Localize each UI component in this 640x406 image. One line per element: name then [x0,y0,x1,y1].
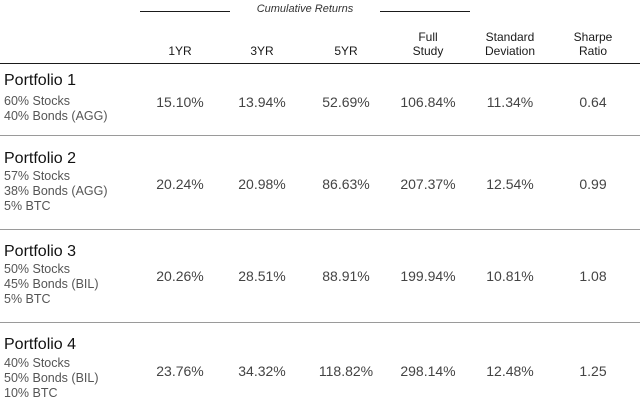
row-detail: 60% Stocks [4,94,71,108]
table-row-portfolio-3: Portfolio 3 50% Stocks 45% Bonds (BIL) 5… [0,230,640,321]
cell-standard-deviation: 12.54% [486,176,534,192]
cell-5yr: 118.82% [318,363,374,379]
cell-3yr: 20.98% [238,176,286,192]
header-rule [0,63,640,64]
cell-5yr: 52.69% [322,94,370,110]
cell-1yr: 20.24% [156,176,204,192]
cell-standard-deviation: 12.48% [486,363,534,379]
row-detail: 10% BTC [4,386,58,400]
table-row-portfolio-1: Portfolio 1 60% Stocks 40% Bonds (AGG) 1… [0,64,640,134]
cell-standard-deviation: 10.81% [486,268,534,284]
cell-sharpe-ratio: 0.99 [579,176,607,192]
row-name: Portfolio 1 [4,72,77,89]
column-header-1yr: 1YR [168,44,192,58]
column-header-sharpe-ratio: Sharpe Ratio [573,30,613,58]
row-divider [0,135,640,136]
column-header-3yr: 3YR [250,44,274,58]
column-header-full-study: Full Study [412,30,444,58]
row-detail: 57% Stocks [4,169,71,183]
row-divider [0,322,640,323]
row-name: Portfolio 4 [4,336,77,353]
cell-full-study: 106.84% [400,94,456,110]
cell-1yr: 20.26% [156,268,204,284]
cell-1yr: 15.10% [156,94,204,110]
cell-3yr: 34.32% [238,363,286,379]
row-detail: 40% Bonds (AGG) [4,109,108,123]
cell-3yr: 13.94% [238,94,286,110]
cell-full-study: 207.37% [400,176,456,192]
cell-full-study: 199.94% [400,268,456,284]
row-name: Portfolio 2 [4,150,77,167]
row-divider [0,229,640,230]
group-header-rule-right [380,11,470,12]
table-row-portfolio-4: Portfolio 4 40% Stocks 50% Bonds (BIL) 1… [0,323,640,406]
row-detail: 50% Bonds (BIL) [4,371,99,385]
table-row-portfolio-2: Portfolio 2 57% Stocks 38% Bonds (AGG) 5… [0,136,640,228]
cell-standard-deviation: 11.34% [486,94,534,110]
cell-5yr: 86.63% [322,176,370,192]
row-detail: 40% Stocks [4,356,71,370]
cell-full-study: 298.14% [400,363,456,379]
cell-1yr: 23.76% [156,363,204,379]
group-header-label: Cumulative Returns [256,3,354,15]
row-detail: 38% Bonds (AGG) [4,184,108,198]
cumulative-returns-group-header: Cumulative Returns [140,0,470,22]
cell-5yr: 88.91% [322,268,370,284]
row-name: Portfolio 3 [4,243,77,260]
row-detail: 50% Stocks [4,262,71,276]
cell-sharpe-ratio: 0.64 [579,94,607,110]
row-detail: 45% Bonds (BIL) [4,277,99,291]
cell-sharpe-ratio: 1.25 [579,363,607,379]
cell-sharpe-ratio: 1.08 [579,268,607,284]
group-header-rule-left [140,11,230,12]
column-header-standard-deviation: Standard Deviation [484,30,536,58]
column-header-5yr: 5YR [334,44,358,58]
row-detail: 5% BTC [4,292,51,306]
row-detail: 5% BTC [4,199,51,213]
cell-3yr: 28.51% [238,268,286,284]
